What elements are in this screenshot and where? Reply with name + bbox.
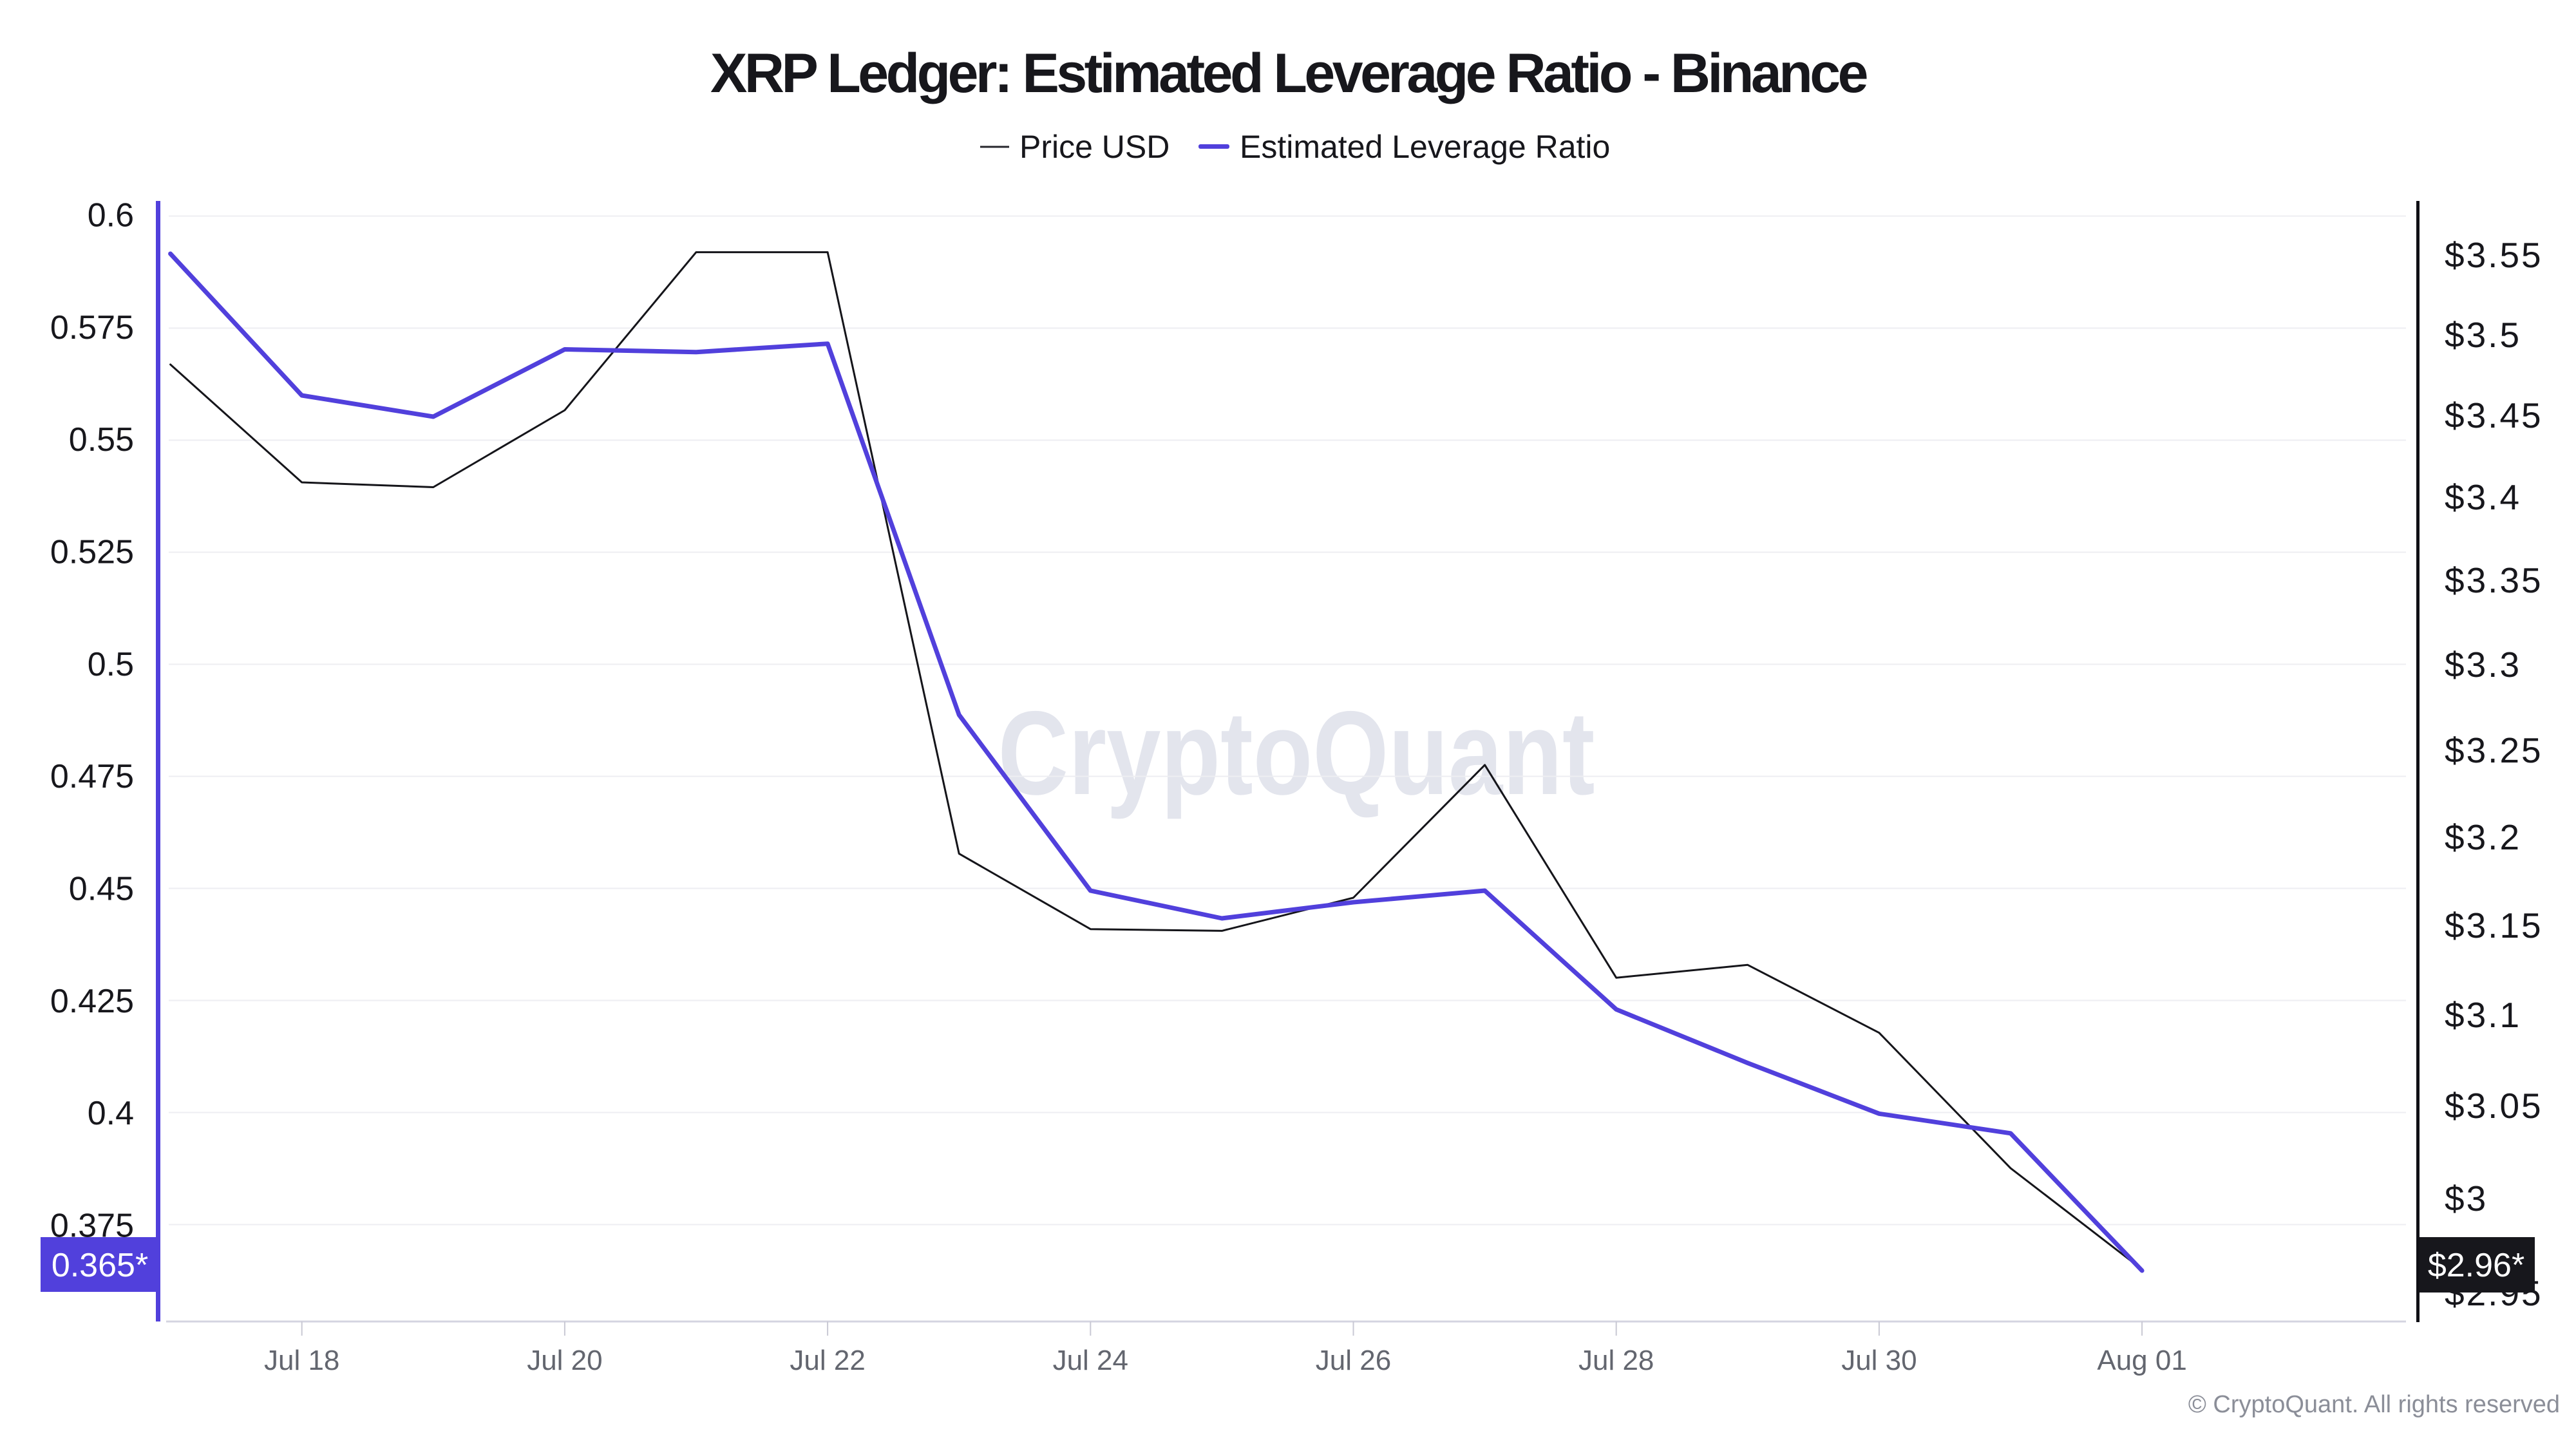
svg-text:$3.4: $3.4 — [2445, 477, 2521, 517]
svg-text:0.575: 0.575 — [50, 309, 134, 346]
svg-text:Jul 30: Jul 30 — [1841, 1345, 1917, 1376]
svg-text:$3.35: $3.35 — [2445, 560, 2543, 600]
svg-text:0.4: 0.4 — [88, 1095, 134, 1132]
svg-text:$3: $3 — [2445, 1179, 2488, 1218]
svg-text:0.365*: 0.365* — [52, 1247, 148, 1284]
svg-text:Jul 26: Jul 26 — [1316, 1345, 1391, 1376]
svg-text:0.55: 0.55 — [69, 421, 134, 459]
svg-text:Jul 22: Jul 22 — [790, 1345, 865, 1376]
svg-text:Aug 01: Aug 01 — [2097, 1345, 2186, 1376]
svg-text:© CryptoQuant. All rights rese: © CryptoQuant. All rights reserved — [2188, 1391, 2560, 1418]
svg-text:$3.1: $3.1 — [2445, 995, 2521, 1035]
svg-text:Price USD: Price USD — [1019, 129, 1170, 165]
svg-text:$2.96*: $2.96* — [2428, 1247, 2524, 1284]
svg-text:0.525: 0.525 — [50, 534, 134, 571]
svg-text:0.45: 0.45 — [69, 871, 134, 908]
svg-text:0.5: 0.5 — [88, 646, 134, 683]
svg-text:$3.25: $3.25 — [2445, 730, 2543, 770]
svg-text:Jul 20: Jul 20 — [527, 1345, 602, 1376]
svg-text:$3.55: $3.55 — [2445, 235, 2543, 275]
svg-text:XRP Ledger: Estimated Leverage: XRP Ledger: Estimated Leverage Ratio - B… — [710, 43, 1867, 104]
svg-text:0.475: 0.475 — [50, 758, 134, 795]
svg-text:$3.2: $3.2 — [2445, 817, 2521, 857]
svg-text:0.425: 0.425 — [50, 983, 134, 1020]
svg-text:$3.05: $3.05 — [2445, 1086, 2543, 1126]
svg-text:Estimated Leverage Ratio: Estimated Leverage Ratio — [1240, 129, 1610, 165]
svg-text:Jul 24: Jul 24 — [1053, 1345, 1128, 1376]
svg-text:Jul 18: Jul 18 — [264, 1345, 339, 1376]
svg-text:CryptoQuant: CryptoQuant — [998, 687, 1595, 820]
svg-text:0.6: 0.6 — [88, 197, 134, 234]
svg-text:$3.3: $3.3 — [2445, 645, 2521, 685]
svg-text:$3.15: $3.15 — [2445, 905, 2543, 945]
svg-text:$3.45: $3.45 — [2445, 395, 2543, 435]
svg-text:Jul 28: Jul 28 — [1578, 1345, 1654, 1376]
svg-text:$3.5: $3.5 — [2445, 315, 2521, 355]
